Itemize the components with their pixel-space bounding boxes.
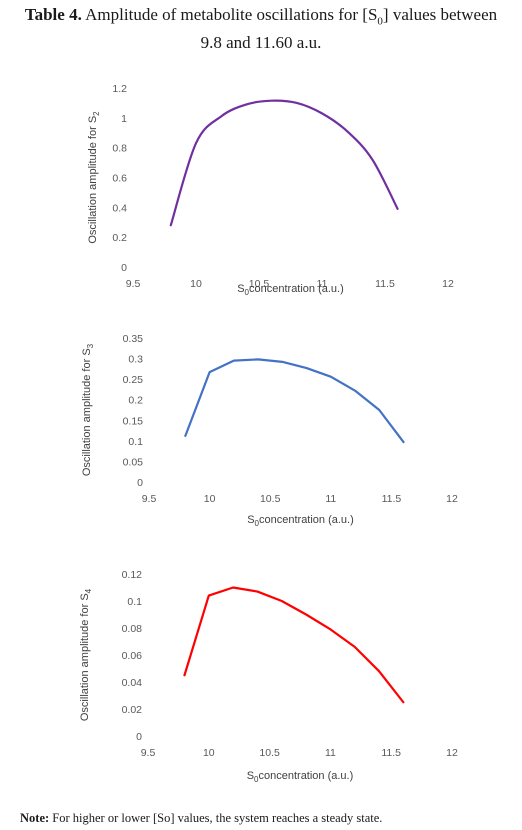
x-tick-label-s2-5: 12	[442, 278, 454, 290]
x-axis-title-rest: concentration (a.u.)	[249, 283, 344, 295]
table-title-line2: 9.8 and 11.60 a.u.	[200, 33, 322, 53]
chart-s2-amplitude: 0 0.2 0.4 0.6 0.8 1 1.2 9.5 10 10.5 11 11.5 12 S0conc…	[0, 60, 522, 305]
chart-s3-amplitude: 0 0.05 0.1 0.15 0.2 0.25 0.3 0.35 9.5 10 10.5 11 11.…	[0, 318, 522, 533]
x-axis-title-rest: concentration (a.u.)	[259, 514, 354, 526]
chart-s4-svg: 0 0.02 0.04 0.06 0.08 0.1 0.12 9.5 10 10.5 11 11.5 1…	[79, 569, 458, 784]
x-tick-label-s3-3: 11	[325, 493, 336, 505]
table-title-text-end: ] values between	[382, 5, 498, 24]
y-tick-label-s3-5: 0.25	[123, 374, 144, 386]
table-title-label: Table 4.	[24, 5, 82, 24]
x-tick-label-s3-4: 11.5	[382, 493, 402, 505]
x-tick-label-s4-2: 10.5	[259, 747, 280, 759]
x-tick-label-s4-1: 10	[203, 747, 215, 759]
y-tick-label-s2-4: 0.8	[112, 143, 127, 155]
y-axis-title-main: Oscillation amplitude for S	[81, 348, 93, 476]
x-axis-title-main: S	[237, 283, 244, 295]
y-axis-title-s4: Oscillation amplitude for S4	[79, 588, 93, 721]
y-tick-label-s4-6: 0.12	[122, 569, 143, 581]
y-axis-title-main: Oscillation amplitude for S	[79, 593, 91, 721]
x-axis-title-sub: 0	[254, 775, 259, 784]
x-axis-title-s3: S0concentration (a.u.)	[247, 514, 354, 528]
x-tick-label-s4-3: 11	[325, 747, 336, 759]
x-axis-title-sub: 0	[255, 519, 260, 528]
table-title-subscript: 0	[377, 15, 383, 28]
series-line-s2-0	[169, 99, 399, 227]
y-axis-title-sub: 4	[84, 588, 93, 593]
x-tick-label-s3-2: 10.5	[260, 493, 281, 505]
y-tick-label-s4-0: 0	[136, 731, 142, 743]
y-tick-label-s2-5: 1	[121, 113, 127, 125]
x-tick-label-s4-5: 12	[446, 747, 458, 759]
y-axis-title-s2: Oscillation amplitude for S2	[87, 111, 101, 244]
y-tick-label-s3-7: 0.35	[123, 333, 144, 345]
y-axis-title-s3: Oscillation amplitude for S3	[81, 343, 95, 476]
y-tick-label-s4-4: 0.08	[122, 623, 143, 635]
x-axis-title-s2: S0concentration (a.u.)	[237, 283, 344, 297]
y-tick-label-s3-2: 0.1	[128, 436, 143, 448]
x-tick-label-s2-2: 10.5	[249, 278, 270, 290]
y-axis-title-main: Oscillation amplitude for S	[87, 116, 99, 244]
x-axis-title-sub: 0	[245, 288, 250, 297]
x-tick-label-s4-4: 11.5	[381, 747, 401, 759]
y-tick-label-s3-4: 0.2	[128, 395, 143, 407]
table-title: Table 4. Amplitude of metabolite oscilla…	[10, 4, 512, 54]
chart-s3-svg: 0 0.05 0.1 0.15 0.2 0.25 0.3 0.35 9.5 10 10.5 11 11.…	[81, 333, 458, 528]
x-tick-label-s2-1: 10	[190, 278, 202, 290]
y-axis-title-sub: 3	[86, 343, 95, 348]
chart-s2-svg: 00.20.40.60.811.29.5 10 10.5 11 11.5 12S0conc…	[87, 83, 454, 297]
y-tick-label-s2-0: 0	[121, 262, 127, 274]
x-tick-label-s4-0: 9.5	[141, 747, 156, 759]
note-text: For higher or lower [So] values, the sys…	[52, 811, 383, 825]
x-axis-title-main: S	[247, 514, 254, 526]
y-tick-label-s2-1: 0.2	[112, 232, 127, 244]
y-tick-label-s2-3: 0.6	[112, 173, 127, 185]
x-tick-label-s3-5: 12	[446, 493, 458, 505]
y-tick-label-s4-1: 0.02	[122, 704, 143, 716]
x-axis-title-main: S	[247, 770, 254, 782]
x-axis-title-rest: concentration (a.u.)	[259, 770, 354, 782]
note-label: Note:	[20, 811, 50, 825]
y-tick-label-s3-6: 0.3	[128, 354, 143, 366]
table-title-text: Amplitude of metabolite oscillations for…	[85, 5, 498, 28]
x-tick-label-s3-1: 10	[204, 493, 216, 505]
y-tick-label-s2-6: 1.2	[112, 83, 127, 95]
x-tick-label-s2-4: 11.5	[375, 278, 395, 290]
series-line-s4-0	[183, 586, 405, 704]
y-axis-title-sub: 2	[92, 111, 101, 116]
chart-s4-amplitude: 0 0.02 0.04 0.06 0.08 0.1 0.12 9.5 10 10.5 11 11.5 1…	[0, 560, 522, 795]
series-line-s3-0	[184, 358, 405, 444]
y-tick-label-s4-2: 0.04	[122, 677, 143, 689]
y-tick-label-s2-2: 0.4	[112, 202, 127, 214]
y-tick-label-s3-0: 0	[137, 477, 143, 489]
x-tick-label-s2-0: 9.5	[126, 278, 141, 290]
y-tick-label-s4-5: 0.1	[127, 596, 142, 608]
y-tick-label-s3-1: 0.05	[123, 456, 144, 468]
table-title-text-start: Amplitude of metabolite oscillations for…	[85, 5, 378, 24]
x-tick-label-s3-0: 9.5	[142, 493, 157, 505]
table-note: Note: For higher or lower [So] values, t…	[20, 811, 382, 826]
y-tick-label-s4-3: 0.06	[122, 650, 143, 662]
x-axis-title-s4: S0concentration (a.u.)	[247, 770, 354, 784]
y-tick-label-s3-3: 0.15	[123, 415, 144, 427]
x-tick-label-s2-3: 11	[317, 278, 328, 290]
